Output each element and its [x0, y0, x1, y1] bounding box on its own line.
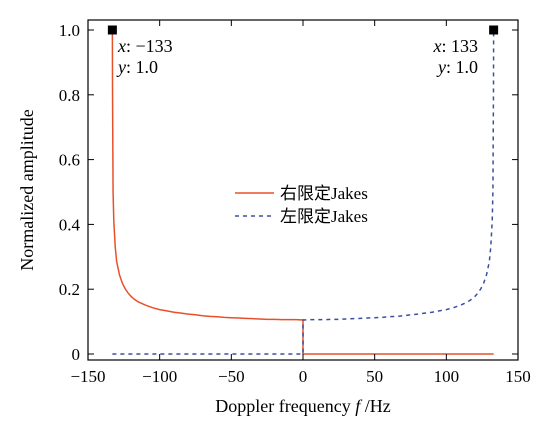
legend: 右限定Jakes 左限定Jakes: [235, 184, 368, 226]
annotation-marker-1: [107, 25, 117, 35]
ticks-layer: −150 −100 −50 0 50 100 150 0 0.2 0.4 0.6 0.8 1.0: [59, 20, 531, 386]
annotation-right-x: x: 133: [432, 36, 478, 56]
annotation-right-y: y: 1.0: [436, 57, 478, 77]
annotation-right: x: 133 y: 1.0: [432, 36, 478, 77]
series-layer: [111, 29, 495, 355]
y-tick-label: 0.4: [59, 215, 81, 234]
annotation-left-x: x: −133: [117, 36, 173, 56]
x-tick-label: 100: [434, 367, 460, 386]
y-tick-label: 0.2: [59, 280, 80, 299]
y-tick-label: 0.8: [59, 86, 80, 105]
x-tick-label: 50: [366, 367, 383, 386]
x-tick-label: −50: [218, 367, 245, 386]
y-tick-label: 1.0: [59, 21, 80, 40]
y-tick-label: 0: [72, 345, 81, 364]
legend-label-series-1: 右限定Jakes: [280, 184, 368, 203]
x-axis-title: Doppler frequency f /Hz: [215, 396, 390, 416]
x-tick-label: 150: [505, 367, 531, 386]
y-tick-label: 0.6: [59, 151, 80, 170]
markers-layer: [107, 25, 499, 35]
y-axis-title: Normalized amplitude: [17, 109, 37, 270]
x-tick-label: −100: [142, 367, 177, 386]
series-line-2: [112, 29, 495, 355]
annotation-marker-2: [489, 25, 499, 35]
series-line-1: [111, 29, 494, 355]
x-tick-label: −150: [70, 367, 105, 386]
x-tick-label: 0: [299, 367, 308, 386]
legend-label-series-2: 左限定Jakes: [280, 207, 368, 226]
annotation-left-y: y: 1.0: [116, 57, 158, 77]
annotation-left: x: −133 y: 1.0: [116, 36, 173, 77]
